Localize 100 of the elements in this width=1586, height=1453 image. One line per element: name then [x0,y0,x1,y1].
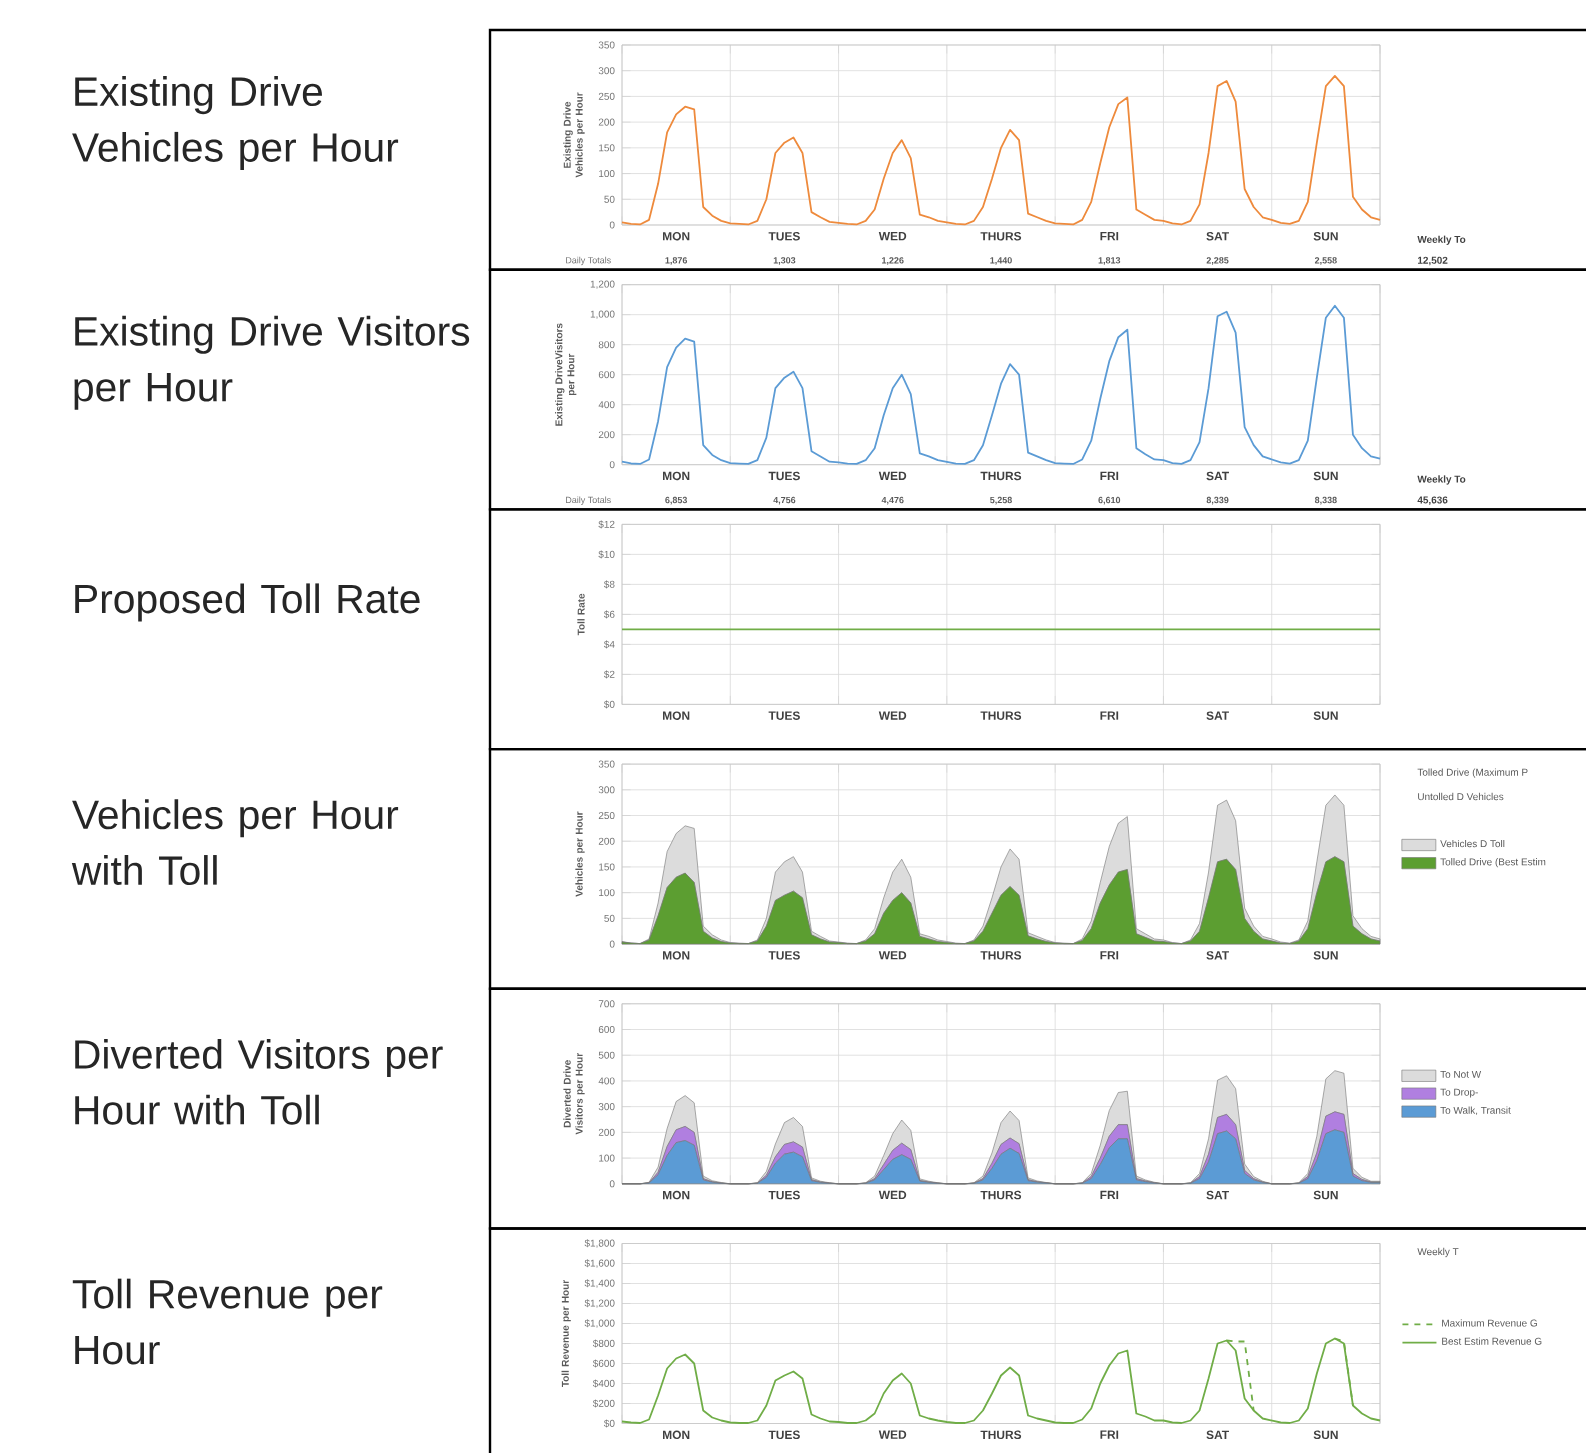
text: 4,476 [881,496,904,505]
text: 12,502 [1417,256,1448,266]
y-tick-label: 500 [598,1051,615,1059]
y-tick-label: $6 [603,610,615,619]
x-tick-label: FRI [1100,951,1119,960]
y-tick-label: $12 [598,520,615,529]
y-tick-label: $2 [603,670,615,679]
x-tick-label: FRI [1100,1190,1119,1200]
text: Toll Revenue per Hour [72,1278,383,1365]
x-tick-label: SUN [1313,232,1338,241]
x-tick-label: TUES [768,951,800,960]
text: 6,610 [1098,496,1121,505]
y-tick-label: $0 [603,700,615,709]
x-tick-label: MON [663,1190,690,1200]
legend-label: Vehicles D Toll [1440,839,1505,848]
legend-label: To Walk, Transit [1440,1106,1511,1115]
text: 2,558 [1314,257,1337,265]
y-tick-label: 250 [598,92,615,100]
y-tick-label: 0 [609,1180,615,1188]
x-tick-label: FRI [1100,711,1119,720]
y-axis-title: Toll Revenue per Hour [561,1280,571,1387]
legend-label: Tolled Drive (Best Estim [1440,858,1546,868]
text: 4,756 [773,496,796,505]
text: Tolled Drive (Maximum P [1417,768,1528,778]
x-tick-label: THURS [980,232,1022,241]
y-tick-label: 0 [609,940,615,948]
text: 1,226 [882,257,904,265]
y-tick-label: 0 [609,221,615,229]
y-tick-label: 0 [609,461,615,469]
y-tick-label: 150 [599,863,615,871]
y-tick-label: 100 [599,170,615,178]
text: Weekly To [1417,235,1466,245]
y-tick-label: 1,000 [590,310,615,319]
y-tick-label: 300 [598,67,615,75]
y-tick-label: $200 [592,1399,615,1408]
y-tick-label: 350 [598,41,615,49]
x-tick-label: THURS [980,711,1022,720]
y-tick-label: 400 [598,401,615,409]
y-axis-title: Toll Rate [577,593,585,636]
y-tick-label: 50 [604,195,615,203]
x-tick-label: SUN [1313,1430,1338,1440]
text: 5,258 [990,496,1012,505]
text: 1,303 [773,257,796,265]
y-tick-label: 100 [599,1154,615,1162]
x-tick-label: SAT [1206,711,1229,720]
x-tick-label: SUN [1313,1190,1338,1200]
x-tick-label: MON [663,471,690,481]
text: Existing Drive Visitors per Hour [74,315,470,410]
y-tick-label: 100 [599,889,615,897]
x-tick-label: SAT [1206,232,1229,241]
x-tick-label: THURS [980,471,1022,481]
y-tick-label: $10 [598,550,615,559]
text: Daily Totals [566,256,611,266]
x-tick-label: WED [878,711,907,720]
y-tick-label: 200 [598,837,615,845]
x-tick-label: SUN [1313,471,1338,481]
x-tick-label: MON [663,1430,690,1440]
text: 1,440 [990,257,1012,265]
text: Daily Totals [566,496,611,505]
y-tick-label: $1,400 [584,1279,615,1288]
x-tick-label: THURS [980,1430,1022,1440]
x-tick-label: WED [878,1430,907,1439]
x-tick-label: MON [663,711,690,720]
x-tick-label: THURS [980,951,1022,960]
text: Weekly To [1417,475,1466,485]
text: Proposed Toll Rate [75,583,420,622]
x-tick-label: FRI [1100,471,1119,480]
x-tick-label: MON [663,951,690,960]
y-tick-label: 1,200 [590,280,615,289]
y-tick-label: 50 [604,914,615,922]
y-tick-label: 600 [598,1025,615,1034]
y-tick-label: $800 [592,1339,615,1348]
y-tick-label: 600 [598,371,615,379]
text: Weekly T [1417,1247,1459,1258]
text: 2,285 [1206,257,1229,265]
text: 1,813 [1098,257,1121,265]
x-tick-label: SAT [1206,471,1229,481]
x-tick-label: FRI [1100,232,1119,241]
x-tick-label: FRI [1100,1430,1119,1439]
y-tick-label: 150 [599,144,615,152]
y-tick-label: $0 [603,1419,615,1428]
text: 8,339 [1206,496,1229,505]
text: 8,338 [1314,496,1337,505]
y-axis-title: Diverted Drive Visitors per Hour [563,1053,585,1135]
y-tick-label: 300 [598,1103,615,1111]
x-tick-label: TUES [768,232,800,241]
x-tick-label: SUN [1313,951,1338,960]
x-tick-label: TUES [768,1430,800,1440]
x-tick-label: MON [663,232,690,241]
y-tick-label: $1,600 [584,1259,615,1268]
y-tick-label: 200 [598,118,615,126]
x-tick-label: SUN [1313,711,1338,720]
y-tick-label: $1,800 [584,1239,615,1248]
y-tick-label: $400 [592,1379,615,1388]
y-tick-label: $600 [592,1359,615,1368]
y-tick-label: 200 [598,431,615,439]
legend-label: To Not W [1440,1070,1482,1078]
x-tick-label: SAT [1206,1430,1229,1440]
x-tick-label: SAT [1206,951,1229,960]
x-tick-label: SAT [1206,1190,1229,1200]
